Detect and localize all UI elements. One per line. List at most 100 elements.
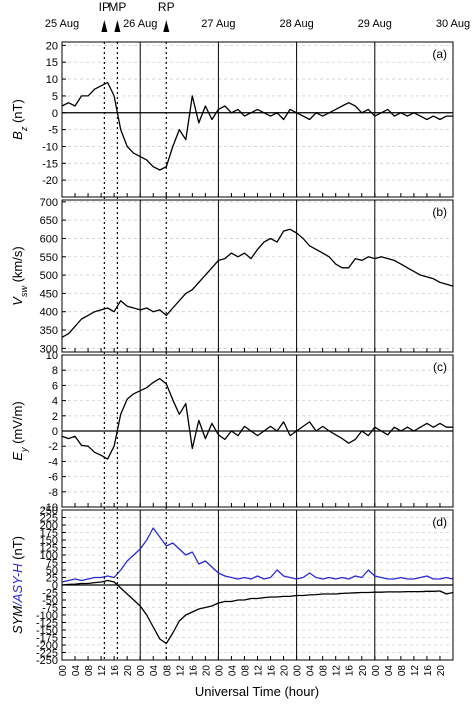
y-axis-label: Vsw (km/s) [10,246,29,305]
y-tick-label: -175 [36,633,58,645]
x-tick-label: 16 [110,665,121,677]
y-tick-label: -2 [48,441,58,453]
x-tick-label: 08 [240,665,251,677]
x-tick-label: 00 [136,665,147,677]
y-tick-label: -20 [42,175,58,187]
y-tick-label: 400 [40,307,58,319]
y-tick-label: 450 [40,288,58,300]
date-label: 25 Aug [45,18,79,30]
data-line [61,527,454,583]
x-tick-label: 20 [436,665,447,677]
y-tick-label: 500 [40,270,58,282]
event-marker-arrow [101,20,108,32]
y-tick-label: 125 [40,543,58,555]
y-tick-label: 75 [46,558,58,570]
y-tick-label: -100 [36,610,58,622]
x-tick-label: 00 [371,665,382,677]
y-axis-label-part: E [10,452,25,461]
y-tick-label: 5 [52,91,58,103]
y-tick-label: 350 [40,325,58,337]
y-tick-label: -8 [48,487,58,499]
x-tick-label: 04 [227,665,238,677]
y-tick-label: -5 [48,125,58,137]
data-line [61,377,453,460]
x-tick-label: 00 [293,665,304,677]
y-axis-label-part: (mV/m) [10,401,25,447]
x-tick-label: 16 [423,665,434,677]
x-tick-label: 12 [332,665,343,677]
y-tick-label: 2 [52,411,58,423]
y-tick-label: 175 [40,528,58,540]
y-tick-label: 6 [52,380,58,392]
x-tick-label: 04 [71,665,82,677]
y-tick-label: 700 [40,197,58,209]
y-tick-label: 0 [52,426,58,438]
plot-frame [61,354,454,508]
date-label: 27 Aug [201,18,235,30]
panel-label: (d) [432,515,447,529]
x-tick-label: 12 [175,665,186,677]
x-tick-label: 16 [267,665,278,677]
data-line [61,228,454,338]
x-tick-label: 04 [149,665,160,677]
panel-label: (a) [432,47,447,61]
y-tick-label: 150 [40,535,58,547]
x-tick-label: 04 [384,665,395,677]
x-tick-label: 04 [306,665,317,677]
y-tick-label: 4 [52,396,58,408]
y-tick-label: 50 [46,565,58,577]
panel-label: (c) [433,360,447,374]
y-tick-label: 100 [40,550,58,562]
panel-label: (b) [432,205,447,219]
x-tick-label: 20 [201,665,212,677]
plot-frame [61,41,454,198]
data-line [61,579,454,645]
plot-frame [61,199,454,353]
x-tick-label: 08 [319,665,330,677]
y-axis-label-part: /ASY-H [10,563,25,607]
event-marker-arrow [114,20,121,32]
y-axis-label-part: (nT) [10,99,25,126]
y-tick-label: 10 [46,350,58,362]
event-marker-label: MP [108,0,126,14]
y-tick-label: 600 [40,233,58,245]
y-tick-label: 10 [46,74,58,86]
y-tick-label: 225 [40,513,58,525]
y-axis-label-part: z [19,126,29,132]
x-tick-label: 08 [162,665,173,677]
event-marker-label: IP [99,0,110,14]
x-tick-label: 16 [345,665,356,677]
y-axis-label-part: sw [19,286,29,298]
y-tick-label: 650 [40,215,58,227]
y-axis-label-part: B [10,131,25,140]
date-label: 29 Aug [358,18,392,30]
y-axis-label: SYM/ASY-H (nT) [10,536,25,634]
y-axis-label: Ey (mV/m) [10,401,29,460]
event-marker-label: RP [158,0,175,14]
y-axis-label-part: (nT) [10,536,25,563]
x-tick-label: 20 [358,665,369,677]
y-tick-label: -225 [36,648,58,660]
y-tick-label: -50 [42,595,58,607]
y-tick-label: 0 [52,580,58,592]
x-tick-label: 08 [397,665,408,677]
y-axis-label: Bz (nT) [10,99,29,140]
y-axis-label-part: V [10,296,25,306]
y-tick-label: -150 [36,625,58,637]
y-tick-label: 250 [40,505,58,517]
event-marker-arrow [163,20,170,32]
x-tick-label: 12 [410,665,421,677]
x-tick-label: 00 [214,665,225,677]
y-tick-label: -75 [42,603,58,615]
plot-frame [61,509,454,661]
y-tick-label: 25 [46,573,58,585]
data-line [61,81,453,171]
y-axis-label-part: (km/s) [10,246,25,286]
y-tick-label: -125 [36,618,58,630]
x-tick-label: 20 [280,665,291,677]
y-tick-label: -250 [36,655,58,667]
date-label: 30 Aug [436,18,470,30]
y-tick-label: -6 [48,472,58,484]
y-tick-label: 300 [40,343,58,355]
y-tick-label: -15 [42,158,58,170]
